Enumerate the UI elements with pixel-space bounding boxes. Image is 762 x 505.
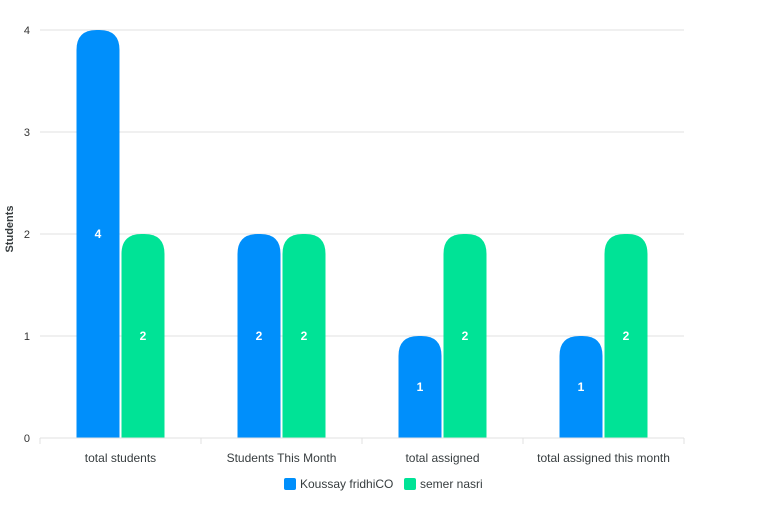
legend-marker (404, 478, 416, 490)
x-category-label: total students (85, 451, 156, 465)
y-tick-label: 4 (24, 25, 30, 37)
bar-series-2[interactable] (282, 234, 326, 438)
bar-series-2[interactable] (443, 234, 487, 438)
data-label: 2 (462, 329, 469, 343)
legend-item[interactable]: Koussay fridhiCO (284, 477, 393, 491)
data-label: 4 (95, 227, 102, 241)
data-label: 1 (417, 380, 424, 394)
y-axis-title: Students (4, 205, 16, 252)
bar-series-1[interactable] (398, 336, 442, 438)
bars (76, 30, 648, 438)
y-tick-label: 2 (24, 229, 30, 241)
bar-series-1[interactable] (237, 234, 281, 438)
x-category-label: Students This Month (227, 451, 337, 465)
x-category-label: total assigned (405, 451, 479, 465)
data-label: 2 (301, 329, 308, 343)
legend: Koussay fridhiCO semer nasri (284, 477, 483, 491)
y-axis: 0 1 2 3 4 (24, 25, 30, 445)
legend-label: Koussay fridhiCO (300, 477, 393, 491)
x-category-label: total assigned this month (537, 451, 670, 465)
bar-series-2[interactable] (604, 234, 648, 438)
legend-label: semer nasri (420, 477, 483, 491)
data-label: 2 (623, 329, 630, 343)
legend-item[interactable]: semer nasri (404, 477, 483, 491)
data-label: 2 (256, 329, 263, 343)
bar-series-1[interactable] (76, 30, 120, 438)
y-tick-label: 3 (24, 127, 30, 139)
y-tick-label: 1 (24, 331, 30, 343)
y-tick-label: 0 (24, 433, 30, 445)
data-labels: 4 2 2 2 1 2 1 2 (95, 227, 630, 394)
data-label: 2 (140, 329, 147, 343)
x-axis: total students Students This Month total a… (39, 437, 685, 465)
bar-series-1[interactable] (559, 336, 603, 438)
legend-marker (284, 478, 296, 490)
bar-series-2[interactable] (121, 234, 165, 438)
data-label: 1 (578, 380, 585, 394)
